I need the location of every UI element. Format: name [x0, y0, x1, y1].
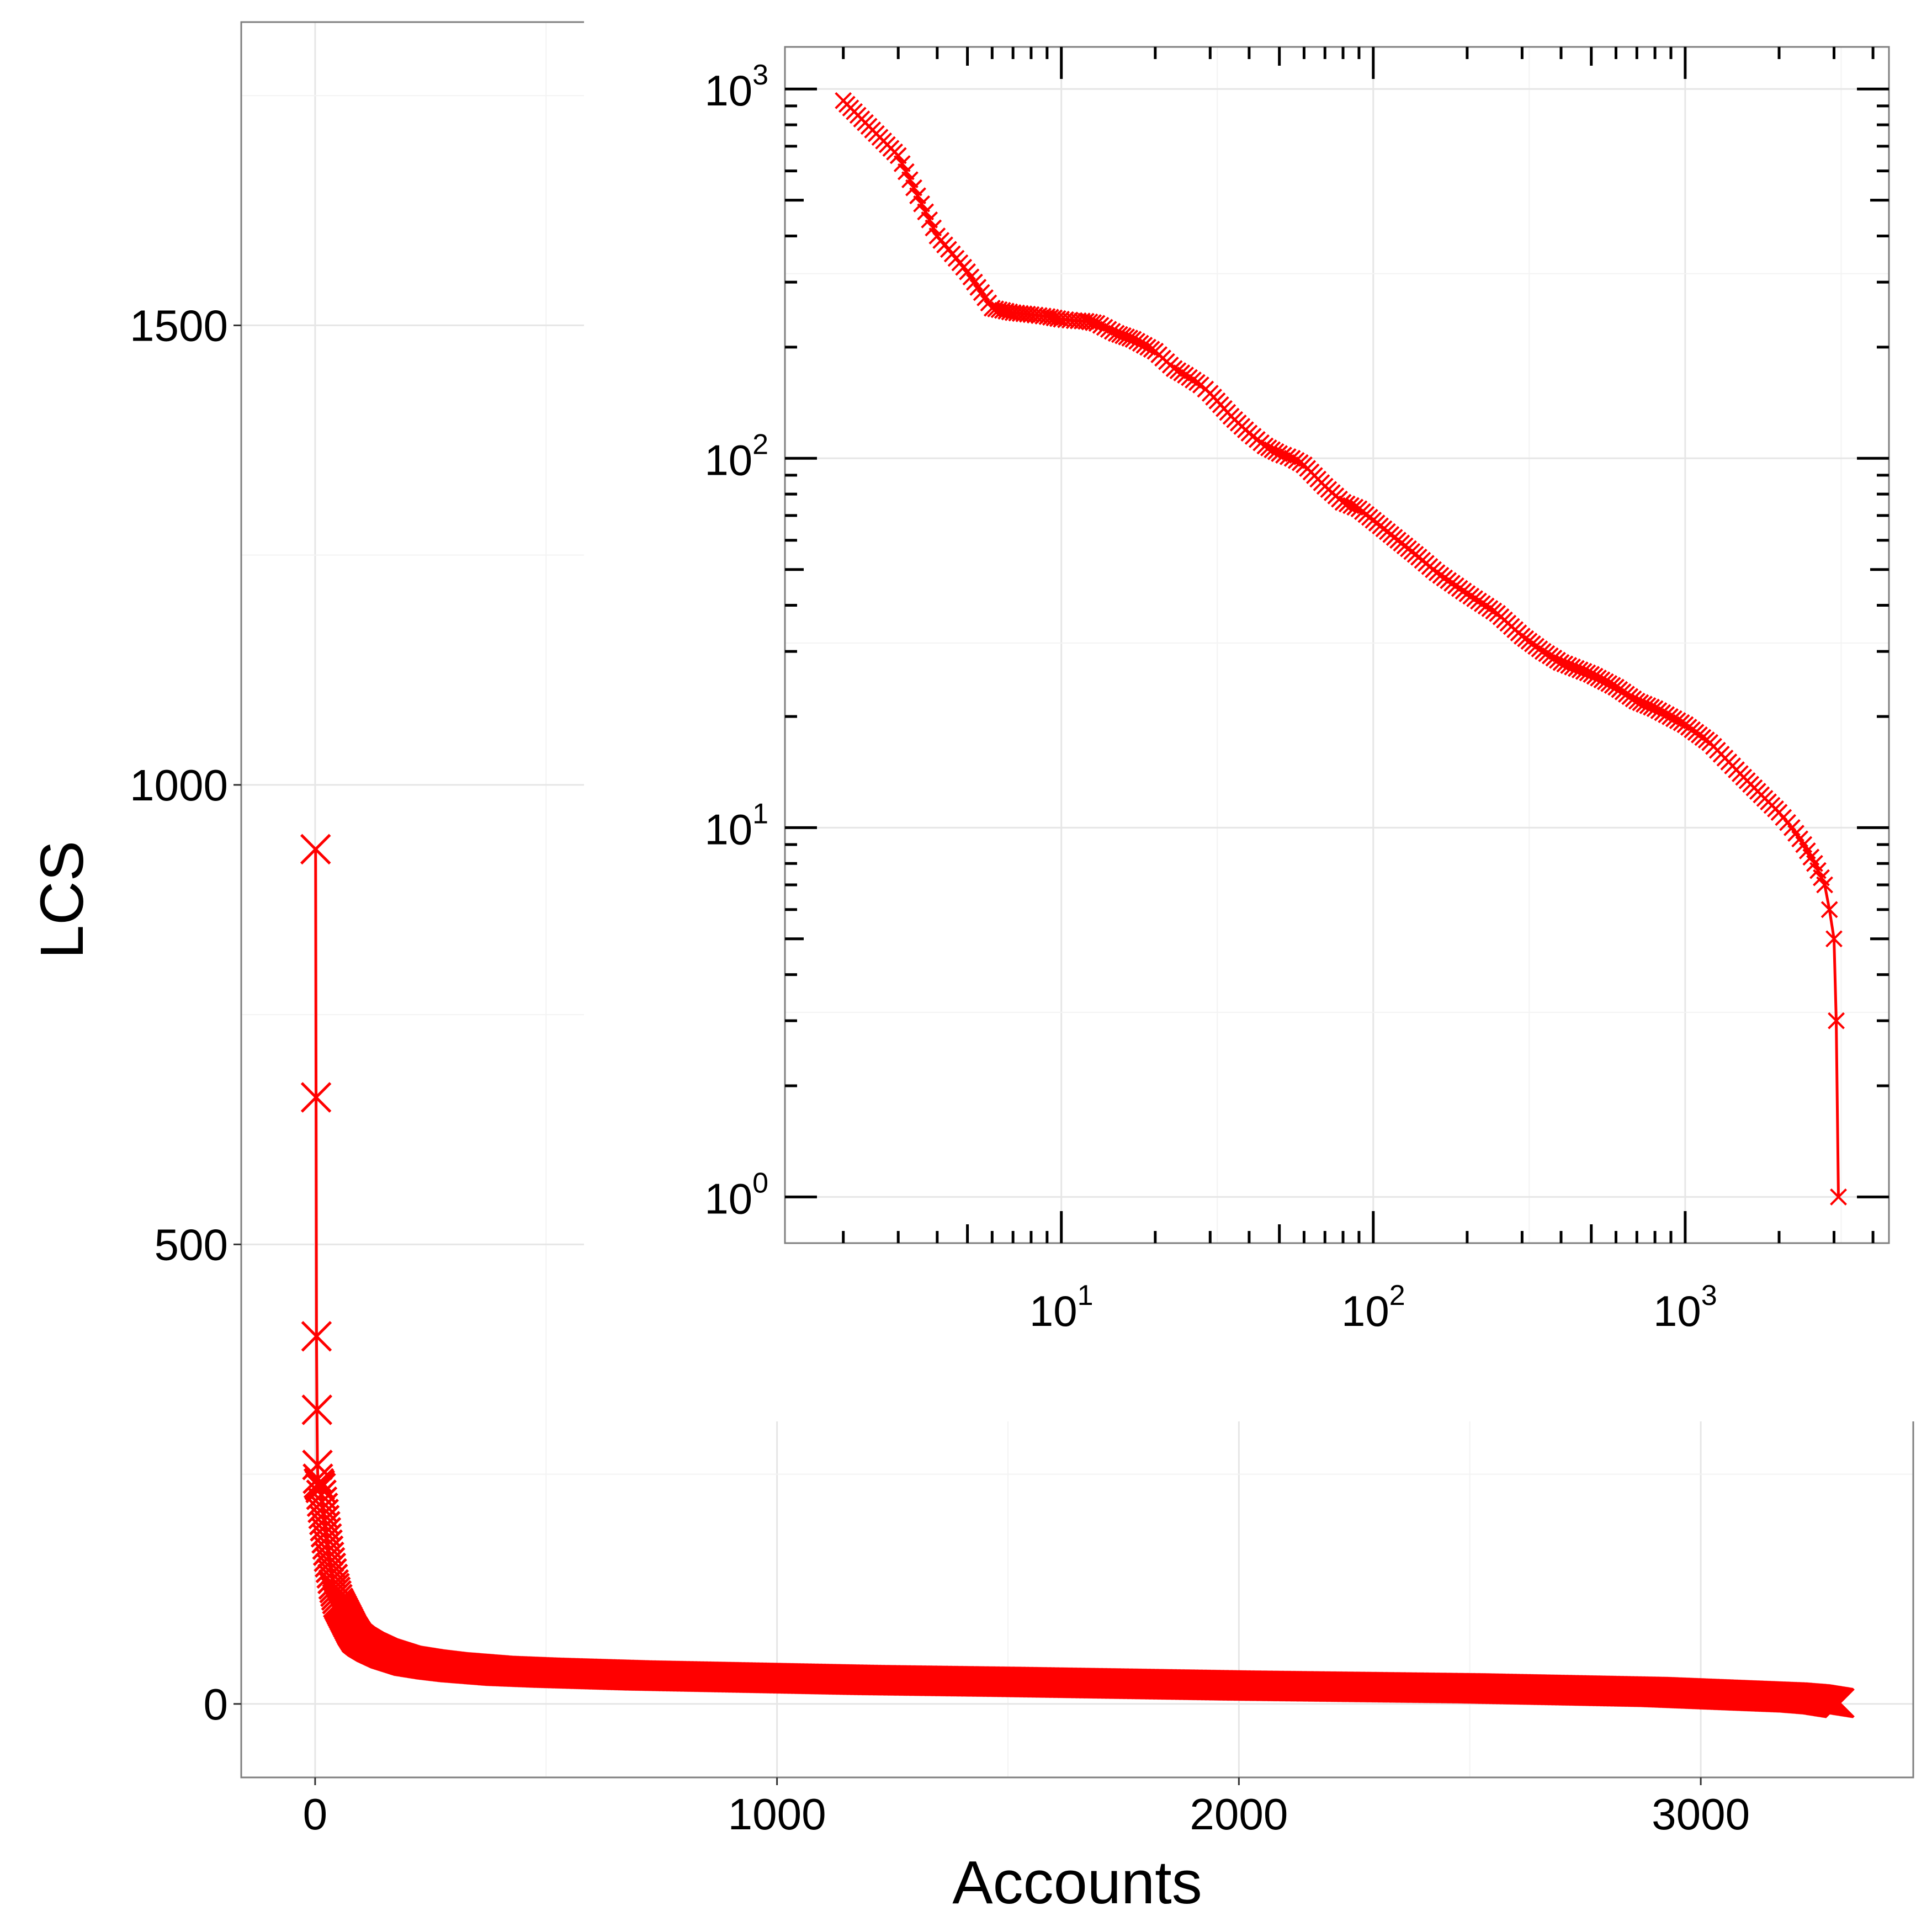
inset-data-point — [1169, 362, 1187, 380]
main-data-point — [300, 1082, 332, 1113]
main-y-tick-label: 1000 — [130, 761, 228, 810]
inset-data-point — [1346, 498, 1364, 516]
inset-data-point — [913, 195, 931, 213]
inset-y-tick-label-exponent: 1 — [752, 798, 768, 830]
inset-data-point — [1173, 364, 1191, 382]
inset-y-tick-label-base: 10 — [704, 805, 752, 853]
inset-y-tick-label-exponent: 0 — [752, 1167, 768, 1199]
inset-data-point — [1081, 313, 1098, 331]
inset-data-point — [1291, 454, 1309, 471]
inset-y-tick-label-base: 10 — [704, 436, 752, 484]
inset-data-point — [1828, 1012, 1845, 1029]
main-data-point — [300, 834, 331, 865]
main-x-tick-label: 0 — [303, 1790, 328, 1839]
inset-data-point — [1143, 341, 1160, 358]
inset-data-point — [969, 279, 987, 296]
inset-data-point — [925, 219, 942, 237]
inset-x-tick-label: 102 — [1341, 1280, 1405, 1335]
inset-x-tick-label-exponent: 2 — [1389, 1280, 1405, 1312]
inset-data-point — [1038, 308, 1056, 325]
inset-y-tick-label-exponent: 2 — [752, 428, 768, 460]
inset-y-tick-label-base: 10 — [704, 66, 752, 115]
inset-y-tick-label-exponent: 3 — [752, 59, 768, 91]
inset-series-markers — [835, 92, 1847, 1206]
inset-y-tick-label: 101 — [704, 798, 768, 853]
x-axis-title: Accounts — [952, 1849, 1202, 1917]
inset-data-point — [990, 301, 1008, 319]
main-x-tick-label: 2000 — [1190, 1790, 1288, 1839]
inset-plot-area — [785, 47, 1889, 1243]
inset-data-point — [1287, 452, 1305, 469]
inset-x-tick-label-base: 10 — [1029, 1287, 1078, 1335]
main-x-tick-label: 3000 — [1652, 1790, 1750, 1839]
inset-data-point — [997, 302, 1015, 320]
main-y-tick-label: 1500 — [130, 301, 228, 350]
inset-data-point — [1042, 309, 1059, 326]
inset-data-point — [905, 179, 922, 197]
inset-data-point — [901, 171, 919, 189]
inset-data-point — [983, 299, 1001, 317]
inset-y-tick-label: 103 — [704, 59, 768, 115]
inset-data-point — [965, 273, 983, 291]
inset-x-tick-label-exponent: 3 — [1701, 1280, 1717, 1312]
inset-x-tick-label-base: 10 — [1653, 1287, 1701, 1335]
inset-y-tick-label: 100 — [704, 1167, 768, 1223]
inset-data-point — [973, 284, 990, 301]
inset-panel-border — [784, 46, 1890, 1244]
main-series-markers — [300, 834, 1855, 1718]
inset-x-tick-label-exponent: 1 — [1078, 1280, 1094, 1312]
inset-x-tick-label-base: 10 — [1341, 1287, 1389, 1335]
inset-data-point — [897, 163, 915, 181]
inset-data-point — [1816, 876, 1833, 894]
inset-y-tick-label-base: 10 — [704, 1174, 752, 1223]
inset-data-point — [917, 203, 935, 221]
inset-data-point — [1283, 449, 1301, 467]
inset-data-point — [921, 211, 938, 229]
inset-data-point — [1279, 448, 1297, 465]
inset-data-point — [889, 147, 907, 164]
inset-data-point — [909, 187, 926, 205]
inset-y-tick-label: 102 — [704, 428, 768, 484]
inset-x-tick-label: 103 — [1653, 1280, 1717, 1335]
inset-data-point — [1825, 930, 1843, 948]
main-y-tick-label: 0 — [204, 1680, 229, 1729]
main-y-tick-label: 500 — [155, 1220, 228, 1269]
inset-data-point — [994, 301, 1011, 319]
inset-data-point — [962, 268, 980, 286]
inset-data-point — [1830, 1188, 1847, 1206]
main-x-tick-label: 1000 — [728, 1790, 826, 1839]
inset-data-point — [959, 263, 976, 280]
inset-x-tick-label: 101 — [1029, 1280, 1094, 1335]
inset-data-point — [1165, 360, 1183, 378]
main-data-point — [301, 1394, 332, 1425]
y-axis-title: LCS — [28, 841, 96, 959]
main-data-point — [1824, 1687, 1855, 1718]
inset-data-point — [1820, 901, 1838, 919]
main-data-point — [306, 1479, 337, 1510]
main-data-point — [301, 1321, 332, 1352]
inset-data-point — [893, 155, 911, 172]
inset-data-point — [987, 300, 1005, 318]
